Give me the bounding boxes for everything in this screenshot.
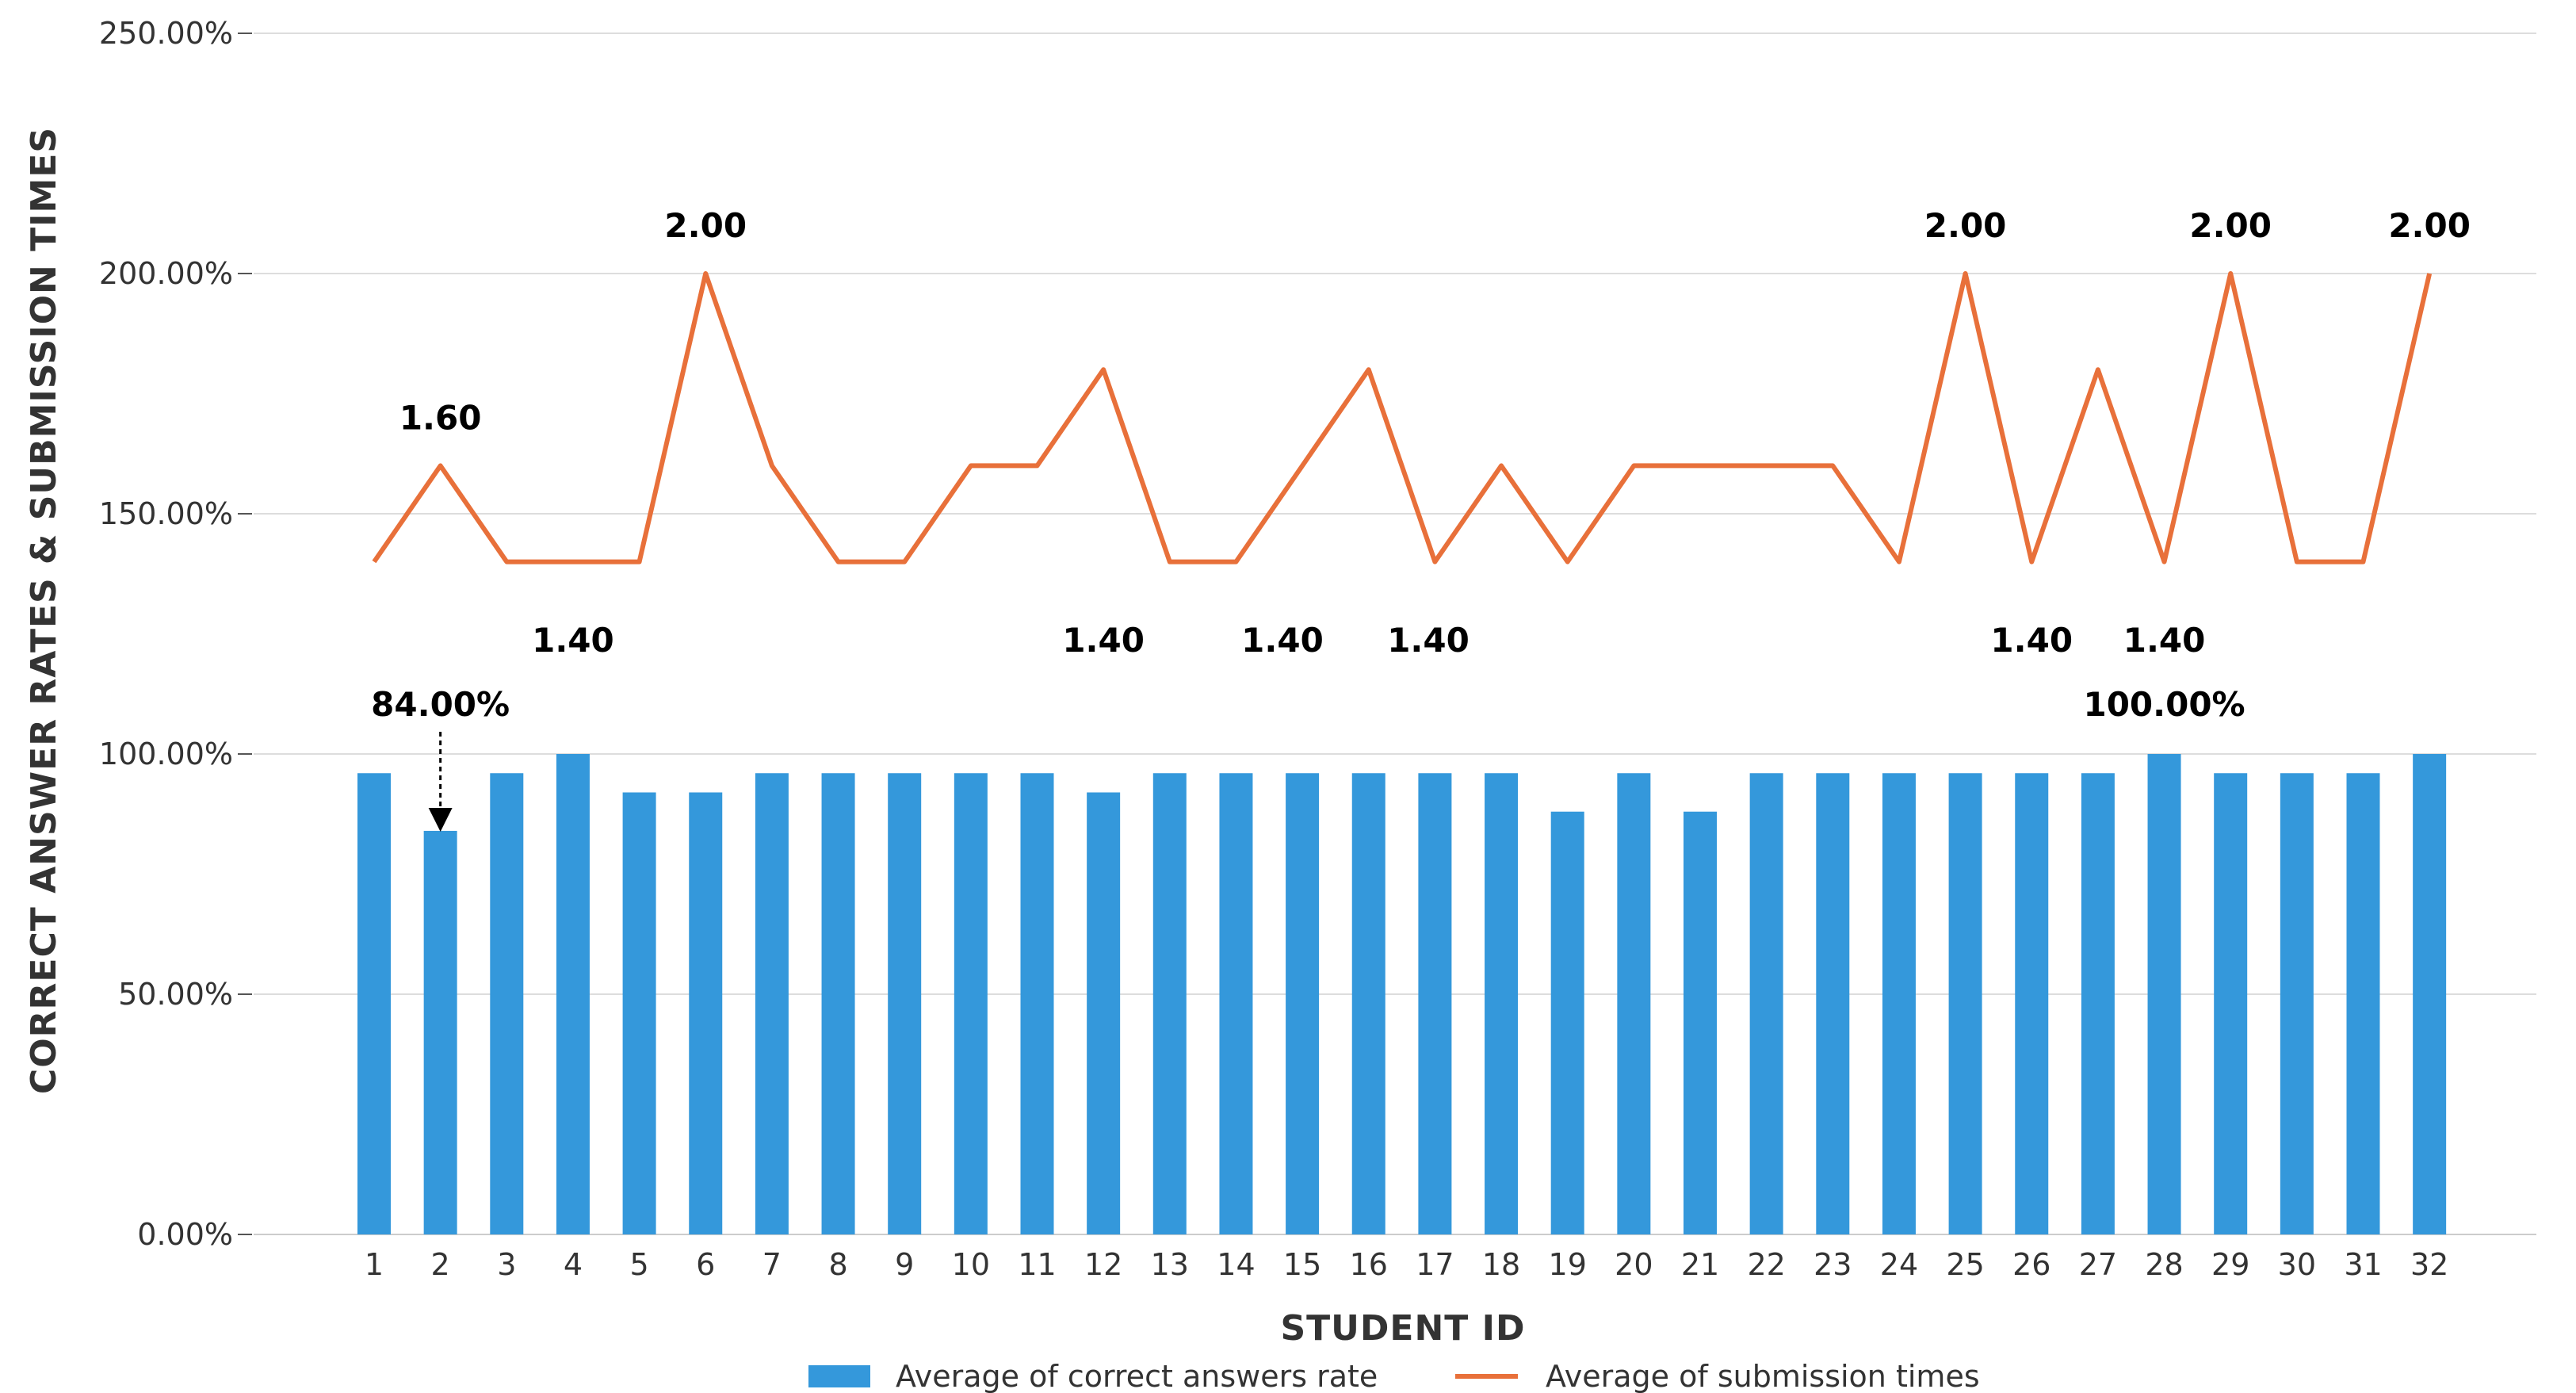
bar — [1152, 773, 1187, 1234]
x-tick-label: 24 — [1880, 1247, 1918, 1282]
x-tick-label: 26 — [2012, 1247, 2050, 1282]
gridlines — [254, 33, 2536, 995]
bar — [2214, 773, 2248, 1234]
x-tick-label: 8 — [828, 1247, 847, 1282]
bar — [821, 773, 855, 1234]
bar — [1684, 811, 1717, 1234]
bar — [2081, 773, 2115, 1234]
data-label: 100.00% — [2083, 685, 2245, 724]
data-label: 1.40 — [1387, 621, 1470, 660]
x-tick-label: 31 — [2344, 1247, 2382, 1282]
y-tick-label: 200.00% — [99, 256, 233, 291]
data-label: 1.40 — [1241, 621, 1324, 660]
x-tick-label: 30 — [2278, 1247, 2316, 1282]
bar — [1749, 773, 1783, 1234]
data-label: 1.40 — [1062, 621, 1145, 660]
x-tick-label: 15 — [1283, 1247, 1321, 1282]
x-tick-label: 20 — [1615, 1247, 1653, 1282]
bar — [1617, 773, 1651, 1234]
bar — [2346, 773, 2380, 1234]
bar — [1882, 773, 1916, 1234]
bar — [689, 792, 723, 1234]
bar — [1550, 811, 1584, 1234]
x-tick-label: 11 — [1018, 1247, 1056, 1282]
x-tick-label: 7 — [762, 1247, 782, 1282]
x-tick-label: 19 — [1549, 1247, 1587, 1282]
bar — [888, 773, 922, 1234]
x-tick-label: 18 — [1482, 1247, 1520, 1282]
x-tick-label: 2 — [431, 1247, 450, 1282]
y-tick-label: 250.00% — [99, 16, 233, 51]
legend-bar-swatch — [808, 1365, 870, 1387]
data-label: 1.40 — [2123, 621, 2206, 660]
x-tick-label: 21 — [1681, 1247, 1719, 1282]
bar — [1020, 773, 1054, 1234]
bar-series — [357, 754, 2447, 1234]
bar — [556, 754, 590, 1234]
bar — [1418, 773, 1452, 1234]
x-tick-label: 16 — [1350, 1247, 1388, 1282]
bar — [1219, 773, 1253, 1234]
bar — [490, 773, 524, 1234]
bar — [1816, 773, 1850, 1234]
x-axis-title: STUDENT ID — [1280, 1308, 1525, 1349]
x-tick-label: 12 — [1084, 1247, 1122, 1282]
bar — [1286, 773, 1320, 1234]
x-tick-label: 23 — [1814, 1247, 1852, 1282]
x-tick-label: 25 — [1946, 1247, 1984, 1282]
bar — [954, 773, 988, 1234]
data-label: 1.40 — [1990, 621, 2073, 660]
bar — [2280, 773, 2314, 1234]
x-tick-label: 22 — [1747, 1247, 1785, 1282]
x-tick-label: 9 — [895, 1247, 914, 1282]
data-label: 2.00 — [1924, 206, 2007, 245]
y-tick-label: 50.00% — [118, 977, 233, 1012]
data-label: 2.00 — [664, 206, 747, 245]
x-tick-label: 29 — [2211, 1247, 2249, 1282]
x-tick-label: 27 — [2079, 1247, 2117, 1282]
y-axis-title: CORRECT ANSWER RATES & SUBMISSION TIMES — [24, 127, 64, 1094]
x-tick-label: 3 — [497, 1247, 516, 1282]
bar — [2147, 754, 2181, 1234]
x-tick-label: 14 — [1217, 1247, 1255, 1282]
data-label: 1.60 — [399, 398, 482, 437]
x-axis-ticks: 1 2 3 4 5 6 7 8 9 10 11 12 13 14 15 16 17 18 19 20 21 22 23 24 2… — [365, 1247, 2448, 1282]
bar — [357, 773, 391, 1234]
x-tick-label: 28 — [2145, 1247, 2183, 1282]
bar — [2015, 773, 2049, 1234]
data-label: 1.40 — [532, 621, 614, 660]
x-tick-label: 32 — [2410, 1247, 2448, 1282]
x-tick-label: 17 — [1416, 1247, 1454, 1282]
bar — [622, 792, 656, 1234]
bar — [1948, 773, 1982, 1234]
legend-bar-label: Average of correct answers rate — [896, 1359, 1378, 1393]
y-tick-label: 100.00% — [99, 737, 233, 771]
legend: Average of correct answers rate Average … — [808, 1359, 1980, 1393]
x-tick-label: 5 — [630, 1247, 649, 1282]
data-label: 2.00 — [2189, 206, 2272, 245]
x-tick-label: 10 — [952, 1247, 990, 1282]
x-tick-label: 1 — [365, 1247, 384, 1282]
bar — [1485, 773, 1519, 1234]
x-tick-label: 4 — [564, 1247, 583, 1282]
data-label: 2.00 — [2388, 206, 2471, 245]
y-tick-label: 0.00% — [137, 1217, 233, 1252]
bar — [2413, 754, 2447, 1234]
bar — [1087, 792, 1121, 1234]
y-axis-ticks: 0.00% 50.00% 100.00% 150.00% 200.00% 250.00% — [99, 16, 252, 1252]
line-series — [372, 271, 2433, 564]
bar — [1351, 773, 1385, 1234]
y-tick-label: 150.00% — [99, 496, 233, 531]
bar — [755, 773, 789, 1234]
data-label: 84.00% — [371, 685, 510, 724]
bar — [423, 830, 457, 1234]
x-tick-label: 6 — [696, 1247, 715, 1282]
annotations: 1.60 2.00 2.00 2.00 2.00 1.40 1.40 1.40 1.40 1.40… — [371, 206, 2471, 832]
x-tick-label: 13 — [1151, 1247, 1189, 1282]
legend-line-label: Average of submission times — [1546, 1359, 1980, 1393]
